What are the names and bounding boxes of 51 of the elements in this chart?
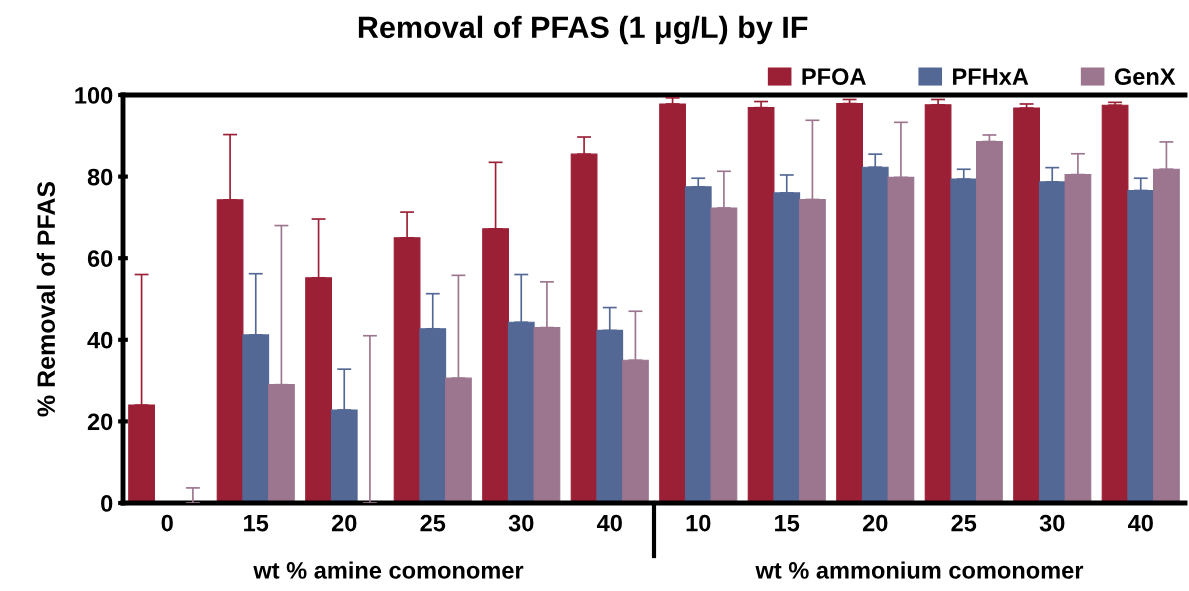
y-tick-label: 60: [87, 250, 113, 267]
bar: [419, 328, 447, 503]
bar: [773, 192, 801, 503]
x-tick-label: 25: [420, 514, 446, 532]
y-tick-label: 80: [87, 168, 113, 186]
y-tick-label: 0: [101, 495, 113, 512]
text: wt % amine comonomer: [253, 561, 524, 579]
bar: [710, 207, 738, 503]
y-tick-label: 20: [87, 413, 113, 431]
bar: [128, 404, 155, 503]
bar: [1101, 104, 1129, 503]
x-tick-label: 40: [596, 514, 622, 532]
y-axis-title: % Removal of PFAS: [36, 181, 56, 417]
bar: [861, 166, 889, 503]
bar: [242, 334, 270, 503]
x-tick-label: 15: [775, 514, 800, 532]
bar: [1038, 181, 1066, 503]
legend-label: GenX: [1114, 68, 1176, 85]
x-tick-label: 30: [508, 514, 534, 532]
bar: [976, 140, 1003, 503]
bar: [393, 237, 421, 503]
legend-label: PFOA: [802, 68, 866, 85]
x-tick-label: 30: [1039, 514, 1065, 532]
bar: [570, 153, 598, 503]
bar: [1013, 107, 1040, 503]
x-tick-label: 40: [1127, 514, 1153, 532]
bar: [507, 321, 535, 503]
bar: [684, 186, 712, 503]
bar: [330, 409, 358, 503]
bar: [445, 377, 472, 503]
bar: [482, 228, 509, 503]
y-tick-label: 100: [75, 87, 113, 104]
bar: [1153, 168, 1180, 503]
chart-title: Removal of PFAS (1 μg/L) by IF: [358, 15, 808, 45]
bar: [268, 384, 295, 503]
x-tick-label: 15: [244, 514, 269, 532]
bar: [924, 104, 952, 503]
y-tick-label: 40: [87, 331, 113, 349]
x-tick-label: 10: [686, 514, 711, 532]
x-tick-label: 20: [862, 514, 888, 532]
x-tick-label: 25: [951, 514, 977, 532]
legend-label: PFHxA: [953, 68, 1029, 85]
bar: [950, 178, 978, 503]
bar: [622, 359, 649, 503]
bar: [216, 199, 244, 503]
text: wt % ammonium comonomer: [755, 561, 1084, 579]
x-tick-label: 20: [331, 514, 357, 532]
bar: [305, 277, 332, 503]
bar: [836, 103, 863, 503]
bar: [659, 103, 686, 503]
x-tick-label: 0: [161, 514, 173, 532]
